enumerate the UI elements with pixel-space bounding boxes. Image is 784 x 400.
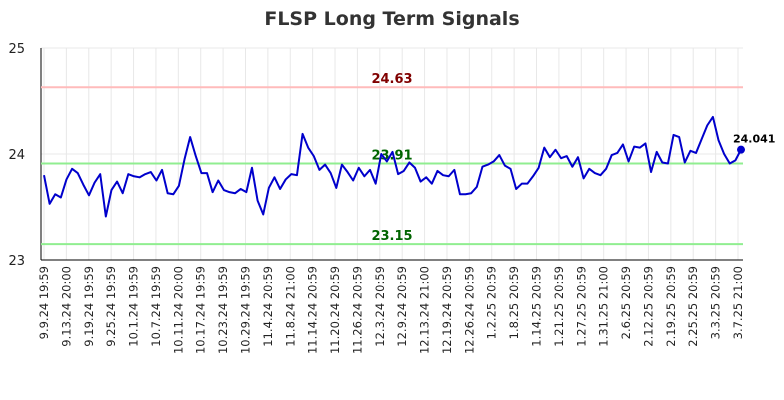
x-tick-label: 2.6.25 20:59 xyxy=(619,266,633,339)
x-tick-label: 12.26.24 20:59 xyxy=(462,266,476,354)
x-tick-label: 10.11.24 20:00 xyxy=(171,266,185,354)
x-tick-label: 10.23.24 19:59 xyxy=(216,266,230,354)
y-tick-label: 23 xyxy=(8,254,25,269)
x-tick-label: 9.9.24 19:59 xyxy=(37,266,51,339)
x-tick-label: 11.4.24 20:59 xyxy=(261,266,275,347)
x-tick-label: 2.19.25 20:59 xyxy=(664,266,678,347)
x-tick-label: 1.2.25 20:59 xyxy=(485,266,499,339)
x-tick-label: 1.8.25 20:59 xyxy=(507,266,521,339)
x-tick-label: 1.14.25 20:59 xyxy=(530,266,544,347)
x-tick-label: 1.27.25 20:59 xyxy=(574,266,588,347)
x-tick-label: 11.8.24 21:00 xyxy=(283,266,297,347)
x-tick-label: 12.19.24 20:59 xyxy=(440,266,454,354)
x-tick-label: 3.3.25 20:59 xyxy=(709,266,723,339)
x-tick-label: 11.20.24 20:59 xyxy=(328,266,342,354)
x-tick-label: 1.31.25 21:00 xyxy=(597,266,611,347)
reference-line-label: 23.15 xyxy=(371,229,412,244)
x-tick-label: 12.9.24 20:59 xyxy=(395,266,409,347)
x-tick-label: 11.26.24 20:59 xyxy=(350,266,364,354)
reference-line-label: 24.63 xyxy=(371,72,412,87)
x-tick-label: 2.25.25 20:59 xyxy=(686,266,700,347)
x-tick-label: 12.13.24 21:00 xyxy=(418,266,432,354)
y-tick-label: 25 xyxy=(8,42,25,57)
x-tick-label: 9.13.24 20:00 xyxy=(59,266,73,347)
x-tick-label: 12.3.24 20:59 xyxy=(373,266,387,347)
x-tick-label: 11.14.24 20:59 xyxy=(306,266,320,354)
y-tick-label: 24 xyxy=(8,148,25,163)
x-tick-label: 2.12.25 20:59 xyxy=(641,266,655,347)
x-tick-label: 1.21.25 20:59 xyxy=(552,266,566,347)
chart-title: FLSP Long Term Signals xyxy=(264,8,520,30)
x-tick-label: 9.25.24 19:59 xyxy=(104,266,118,347)
x-tick-label: 10.17.24 19:59 xyxy=(194,266,208,354)
x-tick-label: 9.19.24 19:59 xyxy=(82,266,96,347)
x-tick-label: 10.1.24 19:59 xyxy=(127,266,141,347)
x-tick-label: 10.7.24 19:59 xyxy=(149,266,163,347)
x-tick-label: 10.29.24 19:59 xyxy=(238,266,252,354)
last-value-point xyxy=(737,145,745,154)
last-value-label: 24.041 xyxy=(733,133,775,146)
x-tick-label: 3.7.25 21:00 xyxy=(731,266,745,339)
reference-line-label: 23.91 xyxy=(371,149,412,164)
series-line xyxy=(43,115,742,218)
